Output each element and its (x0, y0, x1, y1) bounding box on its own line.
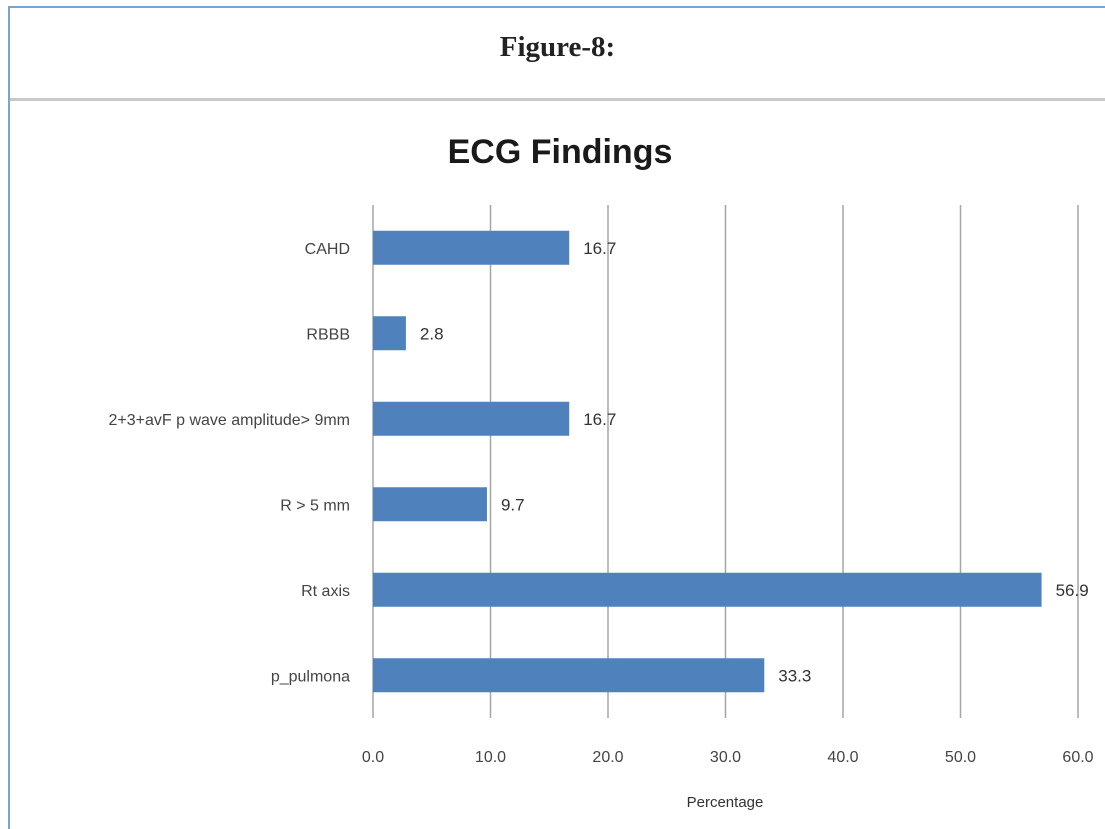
figure-label: Figure-8: (499, 30, 616, 63)
x-tick-label: 60.0 (1062, 749, 1093, 766)
data-label: 16.7 (583, 239, 616, 258)
chart-title: ECG Findings (448, 133, 673, 171)
bar (373, 572, 1042, 607)
x-tick-label: 40.0 (827, 749, 858, 766)
bar (373, 316, 406, 351)
x-tick-label: 50.0 (945, 749, 976, 766)
x-tick-label: 10.0 (475, 749, 506, 766)
x-tick-label: 30.0 (710, 749, 741, 766)
label-layer: 0.0 10.0 20.0 30.0 40.0 50.0 60.0 CAHD 16.7 RBBB 2… (109, 239, 1094, 766)
data-label: 33.3 (778, 666, 811, 685)
data-label: 16.7 (583, 410, 616, 429)
figure-header: Figure-8: (10, 8, 1105, 100)
bar (373, 401, 570, 436)
figure-frame (8, 6, 1105, 829)
category-label: Rt axis (301, 583, 350, 600)
data-label: 56.9 (1056, 581, 1089, 600)
bar (373, 230, 570, 265)
x-axis-title: Percentage (687, 794, 764, 811)
bar (373, 487, 487, 522)
data-label: 2.8 (420, 324, 444, 343)
data-label: 9.7 (501, 495, 525, 514)
category-label: 2+3+avF p wave amplitude> 9mm (109, 412, 350, 429)
category-label: RBBB (306, 326, 350, 343)
category-label: R > 5 mm (280, 497, 350, 514)
category-label: CAHD (305, 241, 350, 258)
category-label: p_pulmona (271, 668, 350, 685)
grid-layer (372, 205, 1079, 718)
bar (373, 658, 765, 693)
x-tick-label: 20.0 (592, 749, 623, 766)
header-separator (10, 98, 1105, 101)
x-tick-label: 0.0 (362, 749, 384, 766)
bar-layer (373, 230, 1042, 693)
